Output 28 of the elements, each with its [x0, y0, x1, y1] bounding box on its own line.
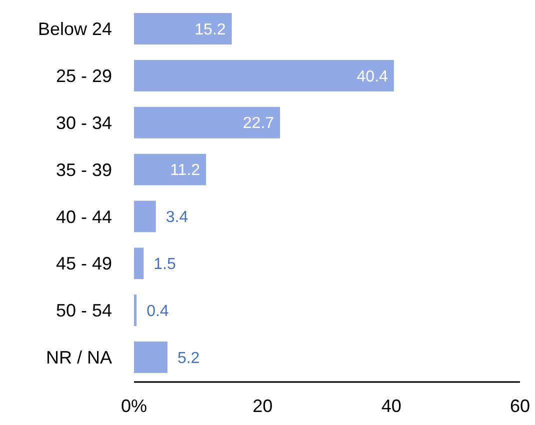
bar [134, 342, 168, 373]
data-label: 40.4 [356, 68, 388, 86]
bar [134, 294, 137, 326]
y-tick-label: 50 - 54 [56, 300, 112, 321]
data-label: 5.2 [177, 350, 200, 367]
data-label: 22.7 [242, 115, 274, 132]
y-tick-label: 30 - 34 [56, 112, 112, 133]
bar [134, 200, 156, 232]
data-label: 1.5 [154, 256, 176, 273]
x-tick-label: 60 [510, 396, 530, 416]
x-tick-label: 20 [252, 396, 273, 416]
data-label: 0.4 [146, 302, 169, 320]
bar [134, 154, 206, 186]
x-tick-label: 0% [120, 396, 148, 416]
data-label: 3.4 [166, 209, 188, 226]
bar [134, 13, 232, 44]
y-tick-label: 25 - 29 [56, 66, 112, 86]
data-label: 11.2 [170, 162, 200, 180]
bar [134, 248, 144, 280]
bar [134, 106, 280, 138]
y-tick-label: Below 24 [38, 19, 112, 40]
data-label: 15.2 [194, 21, 226, 38]
x-tick-label: 40 [381, 396, 402, 416]
y-tick-label: NR / NA [46, 348, 112, 368]
bar [134, 60, 394, 92]
y-tick-label: 45 - 49 [56, 254, 112, 274]
y-tick-label: 35 - 39 [56, 160, 112, 180]
y-tick-label: 40 - 44 [56, 206, 112, 227]
